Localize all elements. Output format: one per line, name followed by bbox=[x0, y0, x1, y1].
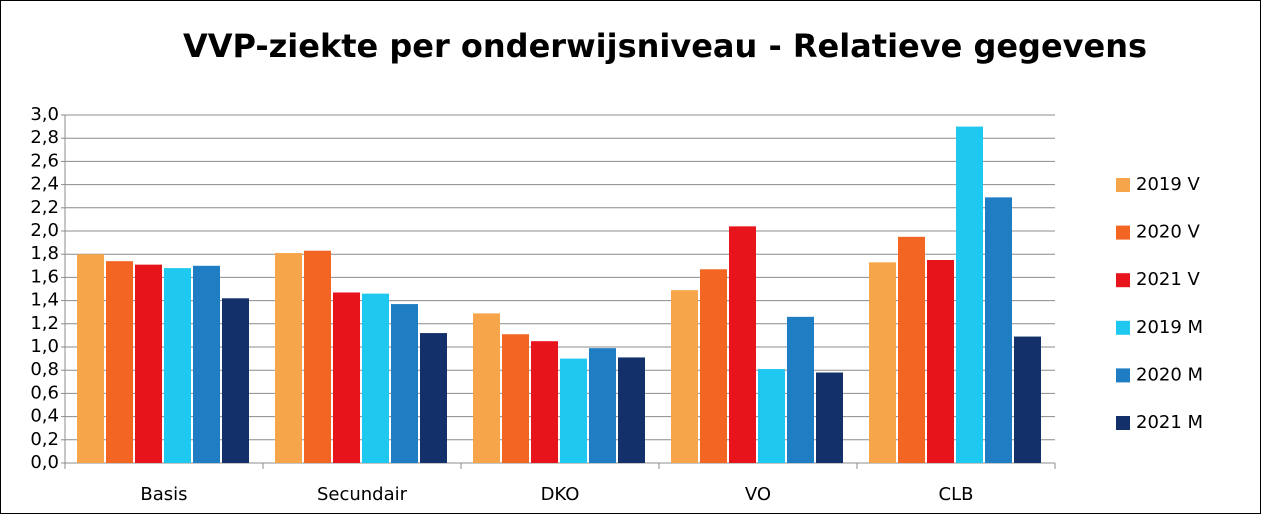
bar bbox=[927, 260, 954, 463]
legend-label: 2020 M bbox=[1136, 364, 1203, 385]
bar bbox=[193, 265, 220, 463]
y-tick-label: 3,0 bbox=[30, 104, 59, 125]
legend-label: 2021 V bbox=[1136, 269, 1201, 290]
legend-label: 2019 M bbox=[1136, 317, 1203, 338]
bar bbox=[275, 253, 302, 463]
legend-swatch bbox=[1116, 320, 1130, 335]
bar bbox=[956, 126, 983, 463]
x-tick-label: Basis bbox=[140, 484, 187, 505]
bar bbox=[589, 348, 616, 463]
bar bbox=[985, 197, 1012, 464]
x-tick-label: DKO bbox=[541, 484, 580, 505]
bar bbox=[333, 292, 360, 463]
bar bbox=[618, 357, 645, 463]
bar bbox=[729, 226, 756, 463]
y-tick-label: 2,8 bbox=[30, 127, 59, 148]
bar bbox=[816, 372, 843, 463]
bar bbox=[77, 254, 104, 463]
x-tick-label: Secundair bbox=[317, 484, 408, 505]
y-tick-label: 0,4 bbox=[30, 406, 59, 427]
legend-label: 2021 M bbox=[1136, 412, 1203, 433]
chart-title: VVP-ziekte per onderwijsniveau - Relatie… bbox=[183, 27, 1147, 65]
legend-swatch bbox=[1116, 225, 1130, 240]
legend-label: 2019 V bbox=[1136, 174, 1201, 195]
y-tick-label: 2,4 bbox=[30, 174, 59, 195]
bar bbox=[700, 269, 727, 463]
legend-swatch bbox=[1116, 178, 1130, 192]
y-tick-label: 0,2 bbox=[30, 429, 59, 450]
bar bbox=[304, 250, 331, 463]
bar bbox=[869, 262, 896, 463]
bar bbox=[222, 298, 249, 463]
bar bbox=[898, 236, 925, 463]
y-tick-label: 0,6 bbox=[30, 382, 59, 403]
bar bbox=[164, 268, 191, 463]
bar bbox=[531, 341, 558, 463]
bar bbox=[362, 293, 389, 463]
bar bbox=[671, 290, 698, 463]
y-tick-label: 1,2 bbox=[30, 313, 59, 334]
y-tick-label: 1,0 bbox=[30, 336, 59, 357]
y-tick-label: 1,8 bbox=[30, 243, 59, 264]
x-tick-label: VO bbox=[745, 484, 771, 505]
bar bbox=[758, 369, 785, 463]
bar bbox=[502, 334, 529, 463]
bar bbox=[420, 333, 447, 463]
y-tick-label: 0,8 bbox=[30, 359, 59, 380]
legend-swatch bbox=[1116, 273, 1130, 288]
bar bbox=[135, 264, 162, 463]
bar bbox=[787, 316, 814, 463]
y-tick-label: 0,0 bbox=[30, 452, 59, 473]
x-tick-label: CLB bbox=[939, 484, 974, 505]
y-tick-label: 2,6 bbox=[30, 150, 59, 171]
y-tick-label: 2,0 bbox=[30, 220, 59, 241]
bar bbox=[473, 313, 500, 463]
y-tick-label: 2,2 bbox=[30, 197, 59, 218]
legend-label: 2020 V bbox=[1136, 222, 1201, 243]
y-tick-label: 1,4 bbox=[30, 290, 59, 311]
bar bbox=[106, 261, 133, 463]
bar bbox=[391, 304, 418, 463]
legend-swatch bbox=[1116, 416, 1130, 430]
bar bbox=[560, 358, 587, 463]
bar bbox=[1014, 336, 1041, 463]
y-tick-label: 1,6 bbox=[30, 266, 59, 287]
legend-swatch bbox=[1116, 368, 1130, 383]
